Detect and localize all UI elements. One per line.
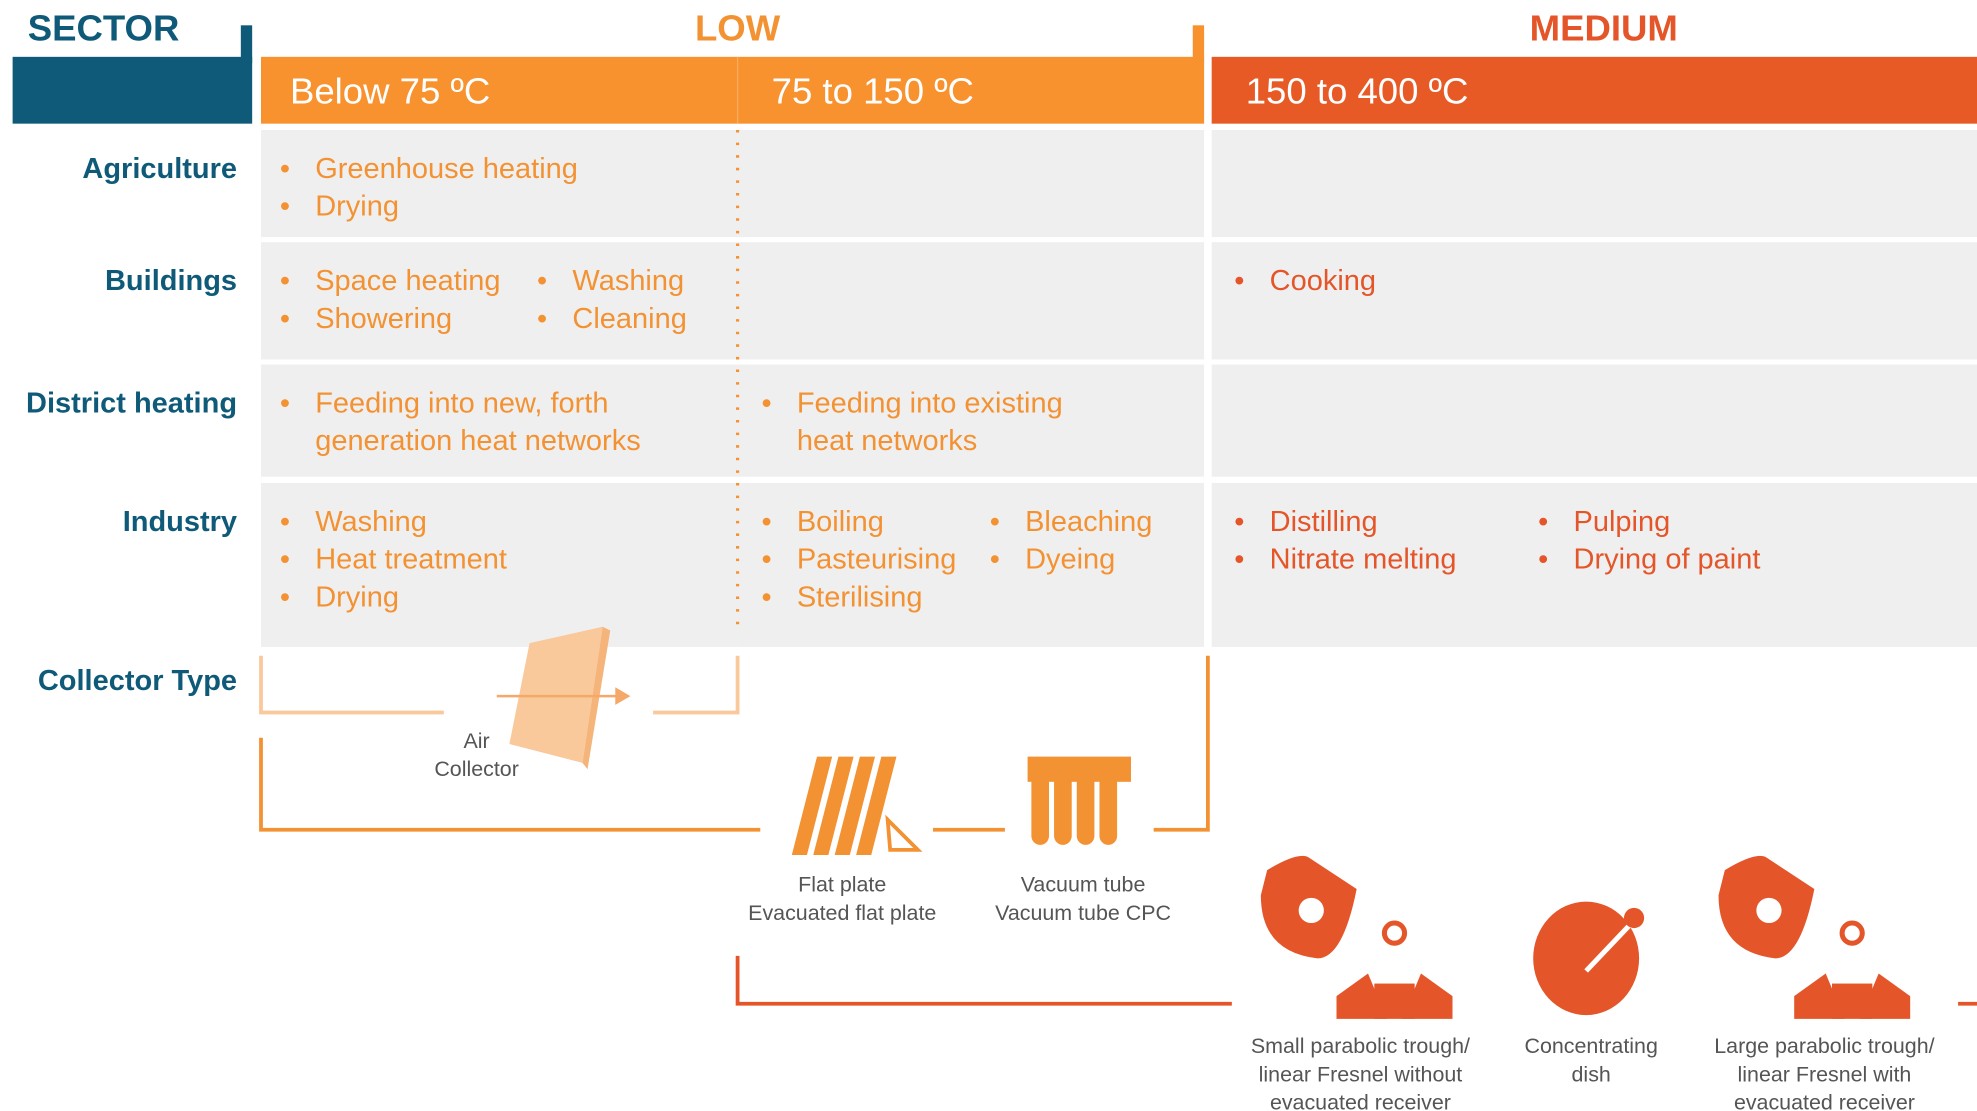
item-text: Drying — [315, 582, 399, 614]
item-text: Cooking — [1270, 265, 1376, 297]
bullet: • — [761, 506, 771, 538]
bracket — [259, 655, 444, 715]
bullet: • — [280, 153, 290, 185]
cell-bg — [1211, 129, 1977, 238]
cell-bg — [1211, 364, 1977, 477]
collector-label: evacuated receiver — [1734, 1091, 1915, 1111]
cell-bg — [260, 242, 738, 360]
item-text: Space heating — [315, 265, 500, 297]
cell-bg — [260, 483, 738, 647]
cell-bg — [260, 364, 738, 477]
air-collector-icon — [496, 626, 631, 770]
item-text: Washing — [315, 506, 427, 538]
sector-label: Industry — [123, 506, 237, 538]
collector-type-label: Collector Type — [38, 665, 237, 697]
bullet: • — [537, 265, 547, 297]
cell-bg — [1211, 242, 1977, 360]
bullet: • — [280, 387, 290, 419]
item-text: Distilling — [1270, 506, 1378, 538]
item-text: Boiling — [797, 506, 884, 538]
sector-label: District heating — [26, 387, 237, 419]
sector-tab — [240, 25, 253, 64]
collector-label: Collector — [434, 757, 519, 781]
collector-label: dish — [1572, 1062, 1611, 1086]
small-trough-icon — [1260, 855, 1453, 1019]
bullet: • — [990, 506, 1000, 538]
item-text: Pasteurising — [797, 544, 957, 576]
bullet: • — [1538, 506, 1548, 538]
collector-label: Flat plate — [798, 873, 886, 897]
bullet: • — [1538, 544, 1548, 576]
dish-icon — [1533, 901, 1645, 1016]
collector-label: linear Fresnel with — [1738, 1062, 1912, 1086]
item-text: generation heat networks — [315, 425, 640, 457]
bullet: • — [1234, 544, 1244, 576]
bullet: • — [537, 303, 547, 335]
bracket — [653, 655, 740, 715]
item-text: Drying of paint — [1574, 544, 1761, 576]
sector-label: Buildings — [105, 265, 237, 297]
low-bar — [260, 56, 1205, 124]
sector-label: Agriculture — [82, 153, 237, 185]
bullet: • — [280, 506, 290, 538]
bullet: • — [1234, 506, 1244, 538]
item-text: Heat treatment — [315, 544, 507, 576]
item-text: Dyeing — [1025, 544, 1115, 576]
bullet: • — [280, 303, 290, 335]
bullet: • — [280, 544, 290, 576]
bracket — [259, 737, 761, 832]
collector-label: Air — [464, 729, 490, 753]
collector-label: linear Fresnel without — [1259, 1062, 1463, 1086]
bullet: • — [761, 582, 771, 614]
item-text: Feeding into new, forth — [315, 387, 608, 419]
collector-label: Large parabolic trough/ — [1714, 1034, 1934, 1058]
item-text: Cleaning — [572, 303, 686, 335]
bullet: • — [280, 265, 290, 297]
sector-bar — [12, 56, 253, 124]
sector-header: SECTOR — [28, 7, 180, 48]
medium-bar — [1211, 56, 1977, 124]
low-tab — [1192, 25, 1205, 64]
item-text: Sterilising — [797, 582, 923, 614]
item-text: Greenhouse heating — [315, 153, 578, 185]
collector-label: Vacuum tube CPC — [995, 901, 1171, 925]
collector-label: Small parabolic trough/ — [1251, 1034, 1470, 1058]
cell-bg — [1211, 483, 1977, 647]
item-text: Drying — [315, 191, 399, 223]
item-text: Bleaching — [1025, 506, 1152, 538]
cell-bg — [737, 364, 1205, 477]
bullet: • — [761, 544, 771, 576]
large-trough-icon — [1718, 855, 1911, 1019]
range-label: 150 to 400 ºC — [1246, 70, 1469, 111]
table: Agriculture • Greenhouse heating • Drying Bui… — [26, 129, 1977, 647]
cell-bg — [737, 129, 1205, 238]
item-text: Nitrate melting — [1270, 544, 1457, 576]
cell-bg — [260, 129, 738, 238]
bullet: • — [280, 582, 290, 614]
cell-bg — [737, 483, 1205, 647]
cell-bg — [737, 242, 1205, 360]
collector-label: Vacuum tube — [1021, 873, 1146, 897]
range-label: 75 to 150 ºC — [772, 70, 974, 111]
range-label: Below 75 ºC — [290, 70, 490, 111]
item-text: heat networks — [797, 425, 977, 457]
bullet: • — [990, 544, 1000, 576]
low-header: LOW — [695, 7, 781, 48]
bullet: • — [1234, 265, 1244, 297]
collector-label: evacuated receiver — [1270, 1091, 1451, 1111]
bullet: • — [280, 191, 290, 223]
bracket — [1153, 655, 1210, 832]
medium-header: MEDIUM — [1530, 7, 1678, 48]
bracket — [735, 955, 1232, 1006]
collector-label: Evacuated flat plate — [748, 901, 936, 925]
item-text: Washing — [572, 265, 684, 297]
item-text: Pulping — [1574, 506, 1671, 538]
item-text: Showering — [315, 303, 452, 335]
vacuum-tube-icon — [1027, 756, 1131, 845]
bullet: • — [761, 387, 771, 419]
collector-label: Concentrating — [1524, 1034, 1657, 1058]
flat-plate-icon — [791, 756, 923, 855]
item-text: Feeding into existing — [797, 387, 1063, 419]
